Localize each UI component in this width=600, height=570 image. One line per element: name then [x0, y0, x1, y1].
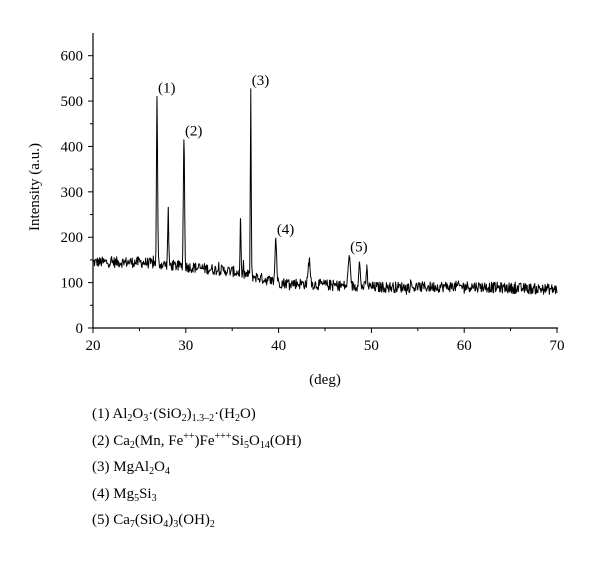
legend-text: (5) Ca [92, 512, 130, 529]
legend-item: (4) Mg5Si3 [92, 485, 301, 504]
legend-text: 4 [164, 466, 170, 478]
legend-text: 5 [243, 439, 249, 451]
ticks: 20 30 40 50 60 70 0 100 200 300 400 500 600 [61, 49, 565, 354]
x-tick-label: 50 [364, 338, 379, 354]
legend-text: 7 [129, 519, 135, 531]
legend-text: ) [186, 406, 192, 422]
y-tick-label: 500 [61, 94, 84, 110]
legend-item: (5) Ca7(SiO4)3(OH)2 [92, 511, 301, 531]
x-tick-label: 70 [550, 338, 565, 354]
legend-text: +++ [214, 430, 232, 442]
legend-text: 14 [259, 439, 270, 451]
y-tick-label: 300 [61, 185, 84, 201]
legend-text: (3) MgAl [92, 459, 150, 476]
legend-text: ++ [183, 430, 195, 442]
peak-labels: (1) (2) (3) (4) (5) [158, 73, 368, 256]
y-tick-label: 600 [61, 49, 84, 65]
legend-text: 2 [209, 519, 215, 531]
legend-item: (1) Al2O3·(SiO2)1.3–2·(H2O) [92, 405, 301, 424]
phase-legend: (1) Al2O3·(SiO2)1.3–2·(H2O) (2) Ca2(Mn, F… [92, 405, 301, 538]
legend-text: (OH) [178, 512, 210, 529]
y-tick-label: 200 [61, 230, 84, 246]
legend-text: (OH) [269, 432, 302, 449]
y-tick-label: 0 [76, 321, 84, 337]
legend-text: 2 [181, 413, 187, 424]
legend-text: O [154, 459, 165, 476]
legend-text: Si [231, 432, 244, 449]
legend-text: (1) Al [92, 406, 128, 422]
x-axis-label: (deg) [309, 372, 341, 388]
legend-text: O) [239, 406, 256, 422]
x-tick-label: 60 [457, 338, 472, 354]
legend-text: Si [139, 485, 152, 502]
peak-label: (3) [252, 73, 270, 89]
legend-item: (2) Ca2(Mn, Fe++)Fe+++Si5O14(OH) [92, 430, 302, 451]
y-tick-label: 100 [61, 276, 84, 292]
legend-text: ) [168, 512, 174, 529]
legend-item: (3) MgAl2O4 [92, 458, 301, 478]
legend-text: 2 [129, 439, 135, 451]
legend-text: 5 [134, 492, 140, 504]
legend-text: 3 [151, 492, 157, 504]
legend-text: ·(H [214, 406, 235, 422]
legend-text: (Mn, Fe [134, 432, 184, 449]
legend-text: (4) Mg [92, 485, 135, 502]
legend-text: 3 [143, 413, 149, 424]
x-tick-label: 20 [86, 338, 101, 354]
legend-text: O [248, 432, 260, 449]
peak-label: (1) [158, 81, 176, 97]
peak-label: (5) [350, 239, 368, 255]
legend-text: O [132, 406, 144, 422]
peak-label: (2) [185, 124, 203, 140]
x-tick-label: 30 [178, 338, 193, 354]
legend-text: ·(SiO [148, 406, 182, 422]
x-tick-label: 40 [271, 338, 286, 354]
legend-text: 2 [127, 413, 133, 424]
xrd-chart: 20 30 40 50 60 70 0 100 200 300 400 500 600 (1) (2) (3… [27, 33, 565, 388]
peak-label: (4) [277, 222, 295, 238]
legend-text: 1.3–2 [191, 413, 215, 424]
y-axis-label: Intensity (a.u.) [27, 143, 43, 231]
legend-text: 4 [163, 519, 169, 531]
legend-text: 2 [234, 413, 240, 424]
xrd-pattern-line [92, 88, 558, 295]
legend-text: 3 [173, 519, 179, 531]
legend-text: (SiO [134, 512, 164, 529]
legend-text: )Fe [194, 432, 215, 449]
y-tick-label: 400 [61, 139, 84, 155]
legend-text: 2 [149, 466, 155, 478]
legend-text: (2) Ca [92, 432, 130, 449]
